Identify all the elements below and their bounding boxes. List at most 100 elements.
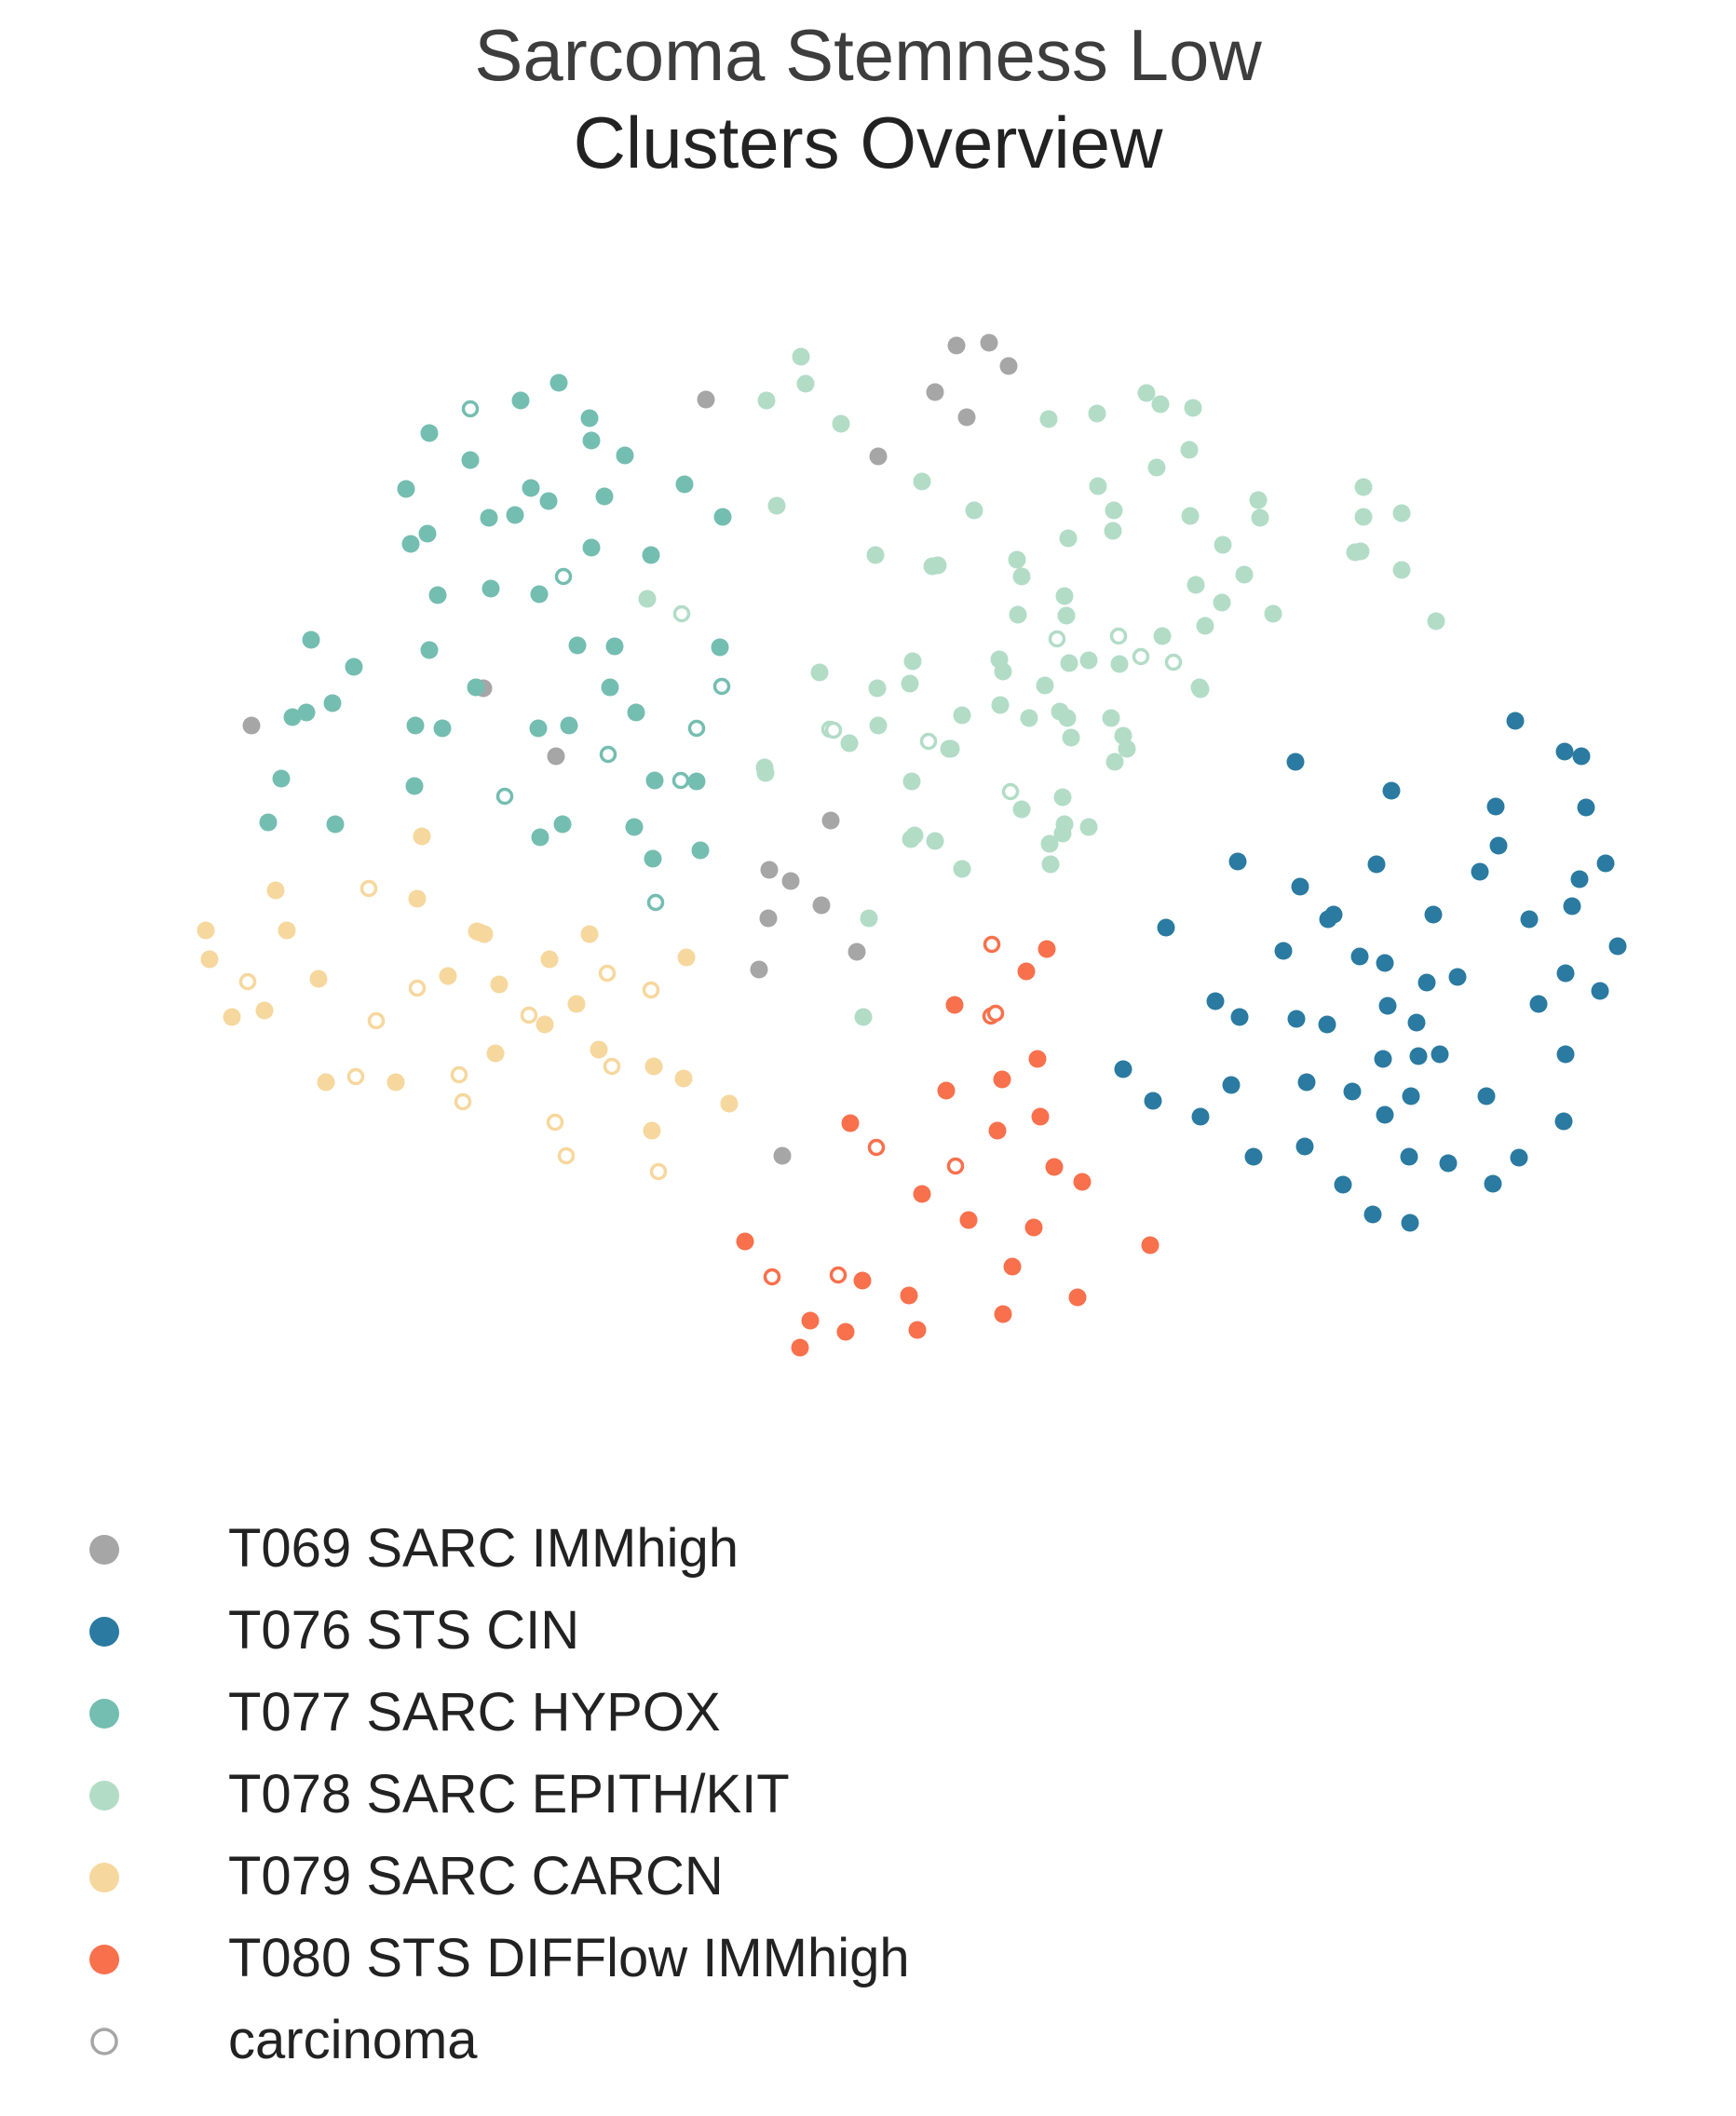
data-point	[1382, 781, 1401, 800]
data-point	[1350, 947, 1369, 966]
data-point	[1274, 942, 1293, 960]
data-point	[529, 719, 548, 738]
data-point	[1053, 788, 1072, 807]
data-point	[1596, 854, 1615, 873]
data-point	[1118, 739, 1136, 758]
data-point	[1184, 399, 1202, 417]
series-6	[238, 400, 1183, 1286]
data-point	[317, 1073, 335, 1092]
data-point	[773, 1146, 792, 1165]
legend-label: T080 STS DIFFlow IMMhigh	[228, 1928, 910, 1988]
data-point	[420, 424, 439, 442]
data-point	[860, 909, 878, 928]
data-point	[560, 716, 578, 735]
data-point	[1009, 605, 1027, 624]
carcinoma-point	[1132, 647, 1150, 666]
data-point	[1068, 1288, 1087, 1307]
data-point	[1180, 441, 1199, 459]
data-point	[1060, 654, 1078, 672]
data-point	[1144, 1092, 1162, 1110]
data-point	[959, 1211, 978, 1229]
data-point	[1230, 1008, 1249, 1026]
data-point	[993, 1070, 1011, 1089]
data-point	[840, 734, 859, 753]
data-point	[1073, 1173, 1092, 1191]
data-point	[1181, 507, 1200, 525]
data-point	[345, 658, 363, 676]
data-point	[713, 508, 732, 526]
data-point	[1151, 395, 1170, 414]
data-point	[1407, 1013, 1426, 1032]
carcinoma-point	[408, 979, 427, 997]
legend-dot-icon	[89, 1535, 119, 1565]
data-point	[259, 813, 278, 832]
data-point	[1249, 491, 1268, 509]
data-point	[580, 925, 599, 943]
data-point	[1102, 709, 1120, 727]
data-point	[1376, 954, 1394, 972]
data-point	[283, 708, 302, 726]
data-point	[1012, 567, 1031, 586]
data-point	[1110, 655, 1129, 673]
data-point	[1235, 565, 1254, 584]
data-point	[531, 828, 549, 847]
data-point	[1206, 992, 1225, 1011]
data-point	[1572, 747, 1591, 766]
carcinoma-point	[919, 732, 938, 751]
data-point	[1012, 800, 1031, 819]
data-point	[810, 663, 829, 682]
data-point	[197, 921, 215, 940]
carcinoma-point	[983, 935, 1001, 954]
carcinoma-point	[599, 745, 617, 764]
data-point	[792, 347, 810, 366]
data-point	[1222, 1076, 1241, 1094]
data-point	[736, 1232, 754, 1251]
legend-dot-icon	[89, 1699, 119, 1729]
data-point	[1017, 962, 1036, 981]
data-point	[1506, 712, 1525, 730]
data-point	[1295, 1137, 1314, 1156]
carcinoma-point	[946, 1157, 965, 1175]
data-point	[1214, 536, 1232, 554]
data-point	[397, 480, 415, 498]
data-point	[408, 889, 427, 908]
data-point	[953, 860, 971, 878]
data-point	[1040, 834, 1059, 853]
data-point	[406, 716, 425, 735]
carcinoma-point	[454, 1092, 472, 1111]
carcinoma-point	[867, 1138, 886, 1157]
data-point	[900, 1286, 918, 1305]
legend-marker	[89, 1617, 119, 1647]
data-point	[926, 832, 944, 850]
data-point	[913, 472, 931, 491]
data-point	[1191, 1107, 1210, 1126]
data-point	[1484, 1174, 1502, 1193]
carcinoma-point	[557, 1146, 576, 1165]
data-point	[1363, 1205, 1382, 1224]
data-point	[1191, 680, 1210, 699]
data-point	[1141, 1236, 1160, 1255]
legend-open-circle-icon	[90, 2028, 118, 2055]
data-point	[1051, 702, 1069, 721]
data-point	[937, 1081, 956, 1100]
data-point	[999, 357, 1018, 375]
data-point	[490, 975, 509, 994]
series-2	[259, 373, 732, 868]
legend-marker	[90, 2028, 118, 2055]
data-point	[901, 674, 919, 693]
data-point	[1105, 501, 1123, 520]
data-point	[1228, 852, 1247, 871]
data-point	[405, 777, 424, 795]
data-point	[1400, 1147, 1418, 1166]
carcinoma-point	[346, 1067, 365, 1086]
data-point	[1041, 855, 1060, 874]
data-point	[757, 391, 776, 410]
data-point	[475, 925, 494, 943]
data-point	[1024, 1218, 1043, 1237]
carcinoma-point	[461, 400, 480, 418]
data-point	[644, 1057, 663, 1076]
data-point	[980, 333, 998, 352]
data-point	[697, 390, 715, 409]
data-point	[582, 431, 601, 450]
data-point	[549, 373, 568, 392]
